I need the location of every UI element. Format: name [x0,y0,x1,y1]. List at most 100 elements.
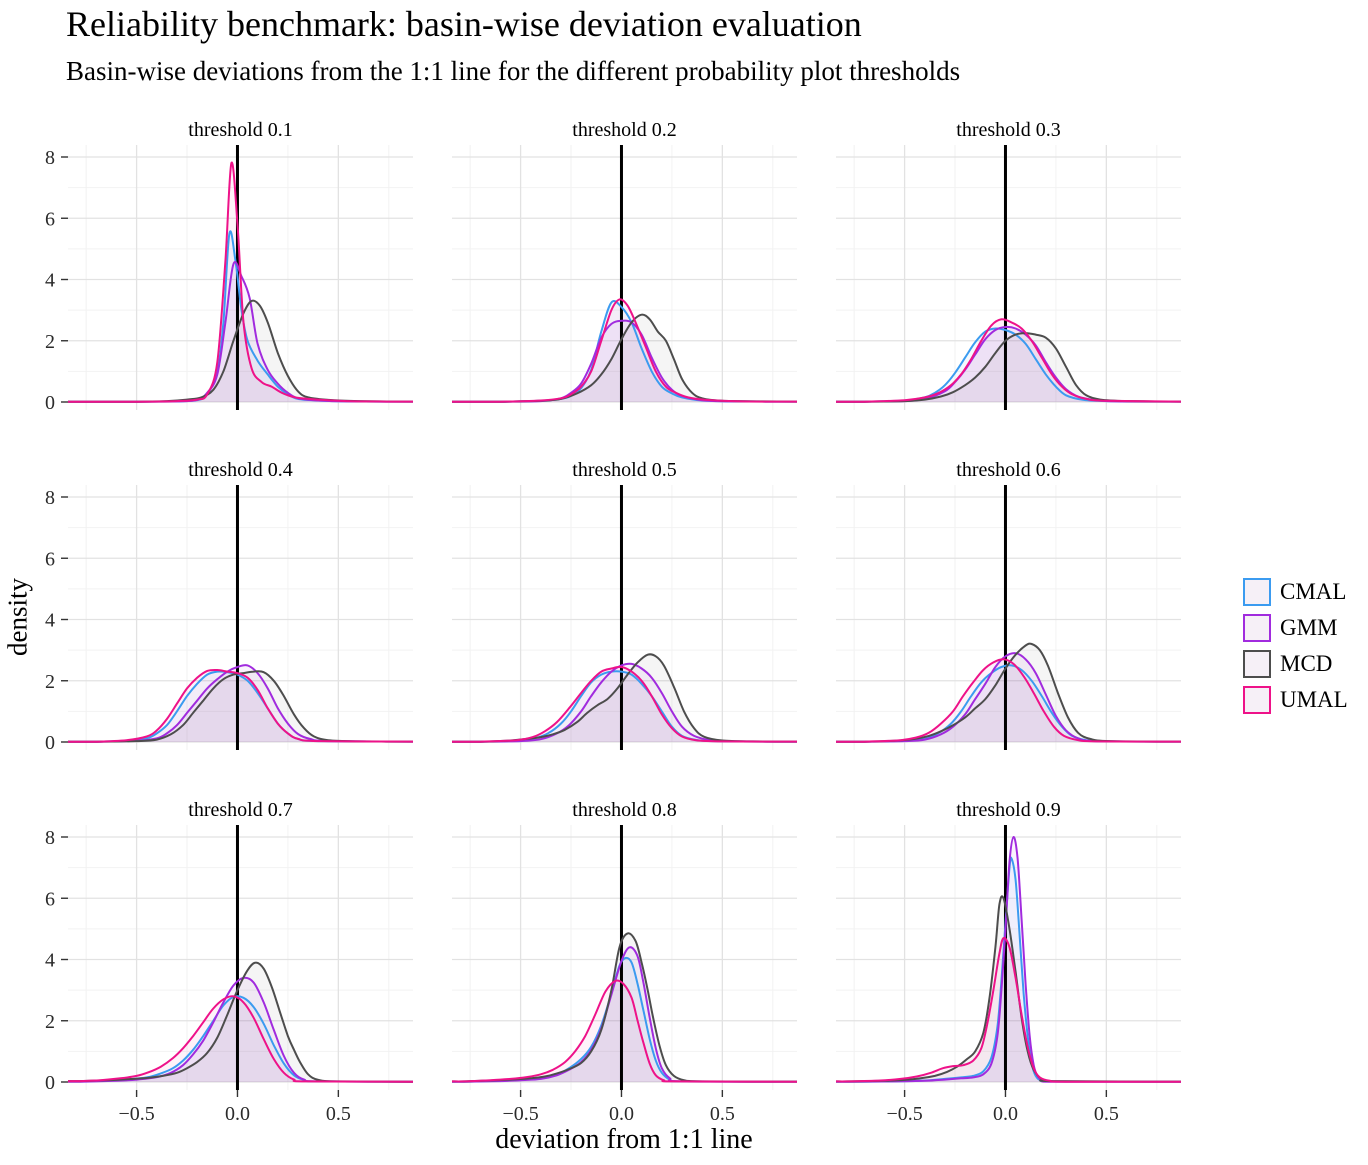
facet-threshold-0.5: threshold 0.5 [452,455,797,750]
legend: CMAL GMM MCD UMAL [1243,578,1348,722]
panel-background [68,485,413,750]
y-axis-tick-label: 6 [45,888,55,910]
density-panel: 0 2 4 6 8 −0.5 0.0 0.5 [45,825,413,1125]
y-axis-tick-label: 0 [45,732,55,754]
density-fill-CMAL [68,996,413,1082]
density-curve-UMAL [452,979,797,1083]
density-fill-UMAL [836,937,1181,1082]
y-axis-tick-label: 4 [45,950,55,972]
density-curve-MCD [836,642,1181,743]
density-panel: 0 2 4 6 8 [45,145,413,414]
density-fill-GMM [452,947,797,1082]
density-curve-UMAL [836,658,1181,743]
x-axis-tick-label: −0.5 [502,1103,538,1125]
y-axis-tick-label: 8 [45,827,55,849]
x-axis-tick-label: 0.5 [710,1103,735,1125]
density-curve-MCD [68,961,413,1083]
density-fill-UMAL [452,299,797,402]
y-axis-title: density [2,578,33,656]
panel-background [836,485,1181,750]
density-panel: −0.5 0.0 0.5 [452,825,797,1125]
density-curve-MCD [452,653,797,743]
density-panel [452,485,797,750]
facet-strip-label: threshold 0.5 [572,458,677,481]
facet-strip-label: threshold 0.8 [572,798,677,821]
density-fill-MCD [68,671,413,742]
y-axis-tick-label: 0 [45,1072,55,1094]
density-fill-GMM [836,653,1181,742]
y-axis-tick-label: 2 [45,1011,55,1033]
density-fill-MCD [68,300,413,402]
density-fill-MCD [452,933,797,1082]
facet-threshold-0.7: threshold 0.7 0 2 4 6 8 −0.5 0.0 0.5 [45,795,413,1125]
density-fill-CMAL [452,957,797,1082]
density-panel: −0.5 0.0 0.5 [836,825,1181,1125]
y-axis-tick-label: 8 [45,487,55,509]
density-panel: 0 2 4 6 8 [45,485,413,754]
x-axis-tick-label: 0.0 [609,1103,634,1125]
panel-background [836,145,1181,410]
density-fill-MCD [836,896,1181,1082]
x-axis-tick-label: 0.0 [225,1103,250,1125]
density-fill-CMAL [452,671,797,742]
legend-item-label: UMAL [1280,687,1348,712]
density-fill-UMAL [452,666,797,742]
legend-item-cmal: CMAL [1243,578,1348,606]
density-fill-UMAL [836,319,1181,402]
legend-item-umal: UMAL [1243,686,1348,714]
x-axis-title: deviation from 1:1 line [495,1124,753,1155]
legend-item-mcd: MCD [1243,650,1348,678]
panel-background [68,825,413,1090]
density-fill-CMAL [452,301,797,402]
density-fill-UMAL [68,996,413,1082]
density-curve-MCD [836,332,1181,403]
y-axis-tick-label: 0 [45,392,55,414]
facet-threshold-0.8: threshold 0.8 −0.5 0.0 0.5 [452,795,797,1125]
density-curve-UMAL [836,318,1181,403]
y-axis-tick-label: 6 [45,548,55,570]
density-fill-MCD [452,314,797,402]
density-fill-UMAL [836,659,1181,742]
facet-threshold-0.9: threshold 0.9 −0.5 0.0 0.5 [836,795,1181,1125]
y-axis-tick-label: 2 [45,671,55,693]
x-axis-tick-label: −0.5 [118,1103,154,1125]
density-curve-GMM [452,946,797,1083]
x-axis-tick-label: −0.5 [886,1103,922,1125]
density-fill-CMAL [836,328,1181,402]
facet-threshold-0.4: threshold 0.4 0 2 4 6 8 [45,455,413,754]
density-curve-UMAL [68,995,413,1083]
density-fill-GMM [836,326,1181,402]
legend-item-label: GMM [1280,615,1338,640]
legend-item-label: CMAL [1280,579,1347,604]
density-fill-UMAL [452,980,797,1082]
y-axis-tick-label: 8 [45,147,55,169]
density-curve-UMAL [68,668,413,743]
x-axis-tick-label: 0.0 [993,1103,1018,1125]
density-fill-MCD [836,333,1181,402]
x-axis-tick-label: 0.5 [1094,1103,1119,1125]
legend-key-swatch [1243,686,1271,714]
density-fill-GMM [452,320,797,402]
facet-strip-label: threshold 0.9 [956,798,1061,821]
density-curve-MCD [68,299,413,403]
density-curve-MCD [452,932,797,1083]
legend-key-swatch [1243,650,1271,678]
density-fill-GMM [452,663,797,742]
density-fill-MCD [68,962,413,1082]
density-fill-CMAL [68,231,413,402]
facet-threshold-0.3: threshold 0.3 [836,115,1181,410]
facet-strip-label: threshold 0.1 [188,118,293,141]
density-curve-UMAL [452,298,797,403]
panel-background [452,145,797,410]
plot-subtitle: Basin-wise deviations from the 1:1 line … [66,56,961,86]
density-fill-GMM [68,977,413,1082]
x-axis-tick-label: 0.5 [326,1103,351,1125]
legend-key-swatch [1243,614,1271,642]
density-fill-MCD [836,643,1181,742]
density-fill-GMM [68,262,413,402]
facet-threshold-0.6: threshold 0.6 [836,455,1181,750]
facet-strip-label: threshold 0.7 [188,798,293,821]
density-fill-GMM [836,836,1181,1082]
density-fill-CMAL [68,671,413,742]
density-fill-UMAL [68,669,413,742]
